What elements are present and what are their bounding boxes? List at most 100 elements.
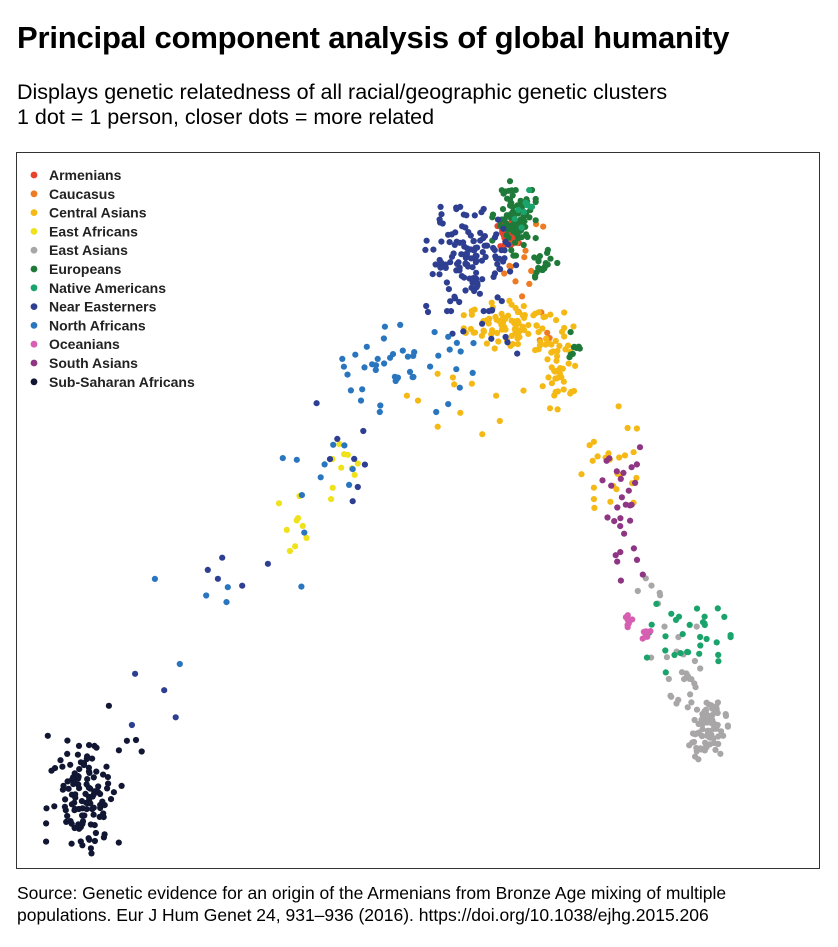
legend-marker-south-asians [30,359,38,367]
point-europeans [547,255,554,262]
point-east-asians [691,716,698,724]
point-europeans [532,274,539,281]
point-north-africans [453,366,460,373]
point-europeans [532,198,539,206]
point-europeans [520,213,527,220]
point-east-asians [648,582,655,589]
point-europeans [526,214,533,221]
point-central-asians [479,431,486,438]
point-near-easterners [501,247,508,254]
point-europeans [508,187,515,194]
point-east-asians [693,706,701,713]
point-near-easterners [128,721,135,729]
point-near-easterners [481,242,488,249]
point-north-africans [321,461,328,468]
pca-scatter-plot: Armenians Caucasus Central Asians East Afri… [30,167,734,857]
point-central-asians [552,337,559,344]
point-central-asians [561,309,568,316]
point-north-africans [341,442,348,449]
point-near-easterners [445,286,452,293]
point-central-asians [525,322,532,329]
point-europeans [512,252,520,259]
point-central-asians [468,311,475,318]
point-near-easterners [477,229,484,236]
point-east-asians [715,740,722,748]
point-central-asians [554,406,561,413]
point-central-asians [520,303,527,310]
point-europeans [503,212,510,219]
point-central-asians [548,364,555,371]
point-near-easterners [161,687,168,694]
point-near-easterners [436,271,443,278]
point-europeans [567,329,574,336]
point-north-africans [427,363,434,370]
point-native-americans [693,605,701,612]
point-near-easterners [469,279,476,286]
legend-marker-armenians [30,171,38,179]
chart-title: Principal component analysis of global h… [17,20,730,55]
point-caucasus [544,329,551,336]
point-sub-saharan-africans [79,842,86,849]
point-central-asians [508,301,515,308]
point-near-easterners [480,308,487,315]
point-east-asians [665,675,672,683]
point-north-africans [224,584,231,591]
point-near-easterners [132,670,139,677]
point-europeans [506,222,514,230]
point-central-asians [525,330,532,337]
series-europeans [489,178,583,361]
point-europeans [535,258,542,265]
point-central-asians [449,374,456,381]
point-central-asians [514,335,521,342]
point-near-easterners [502,238,509,245]
point-sub-saharan-africans [138,748,145,755]
point-near-easterners [456,264,463,271]
point-central-asians [546,405,554,412]
point-sub-saharan-africans [86,742,93,749]
point-near-easterners [432,261,439,268]
point-south-asians [633,461,641,468]
point-central-asians [607,498,614,505]
point-sub-saharan-africans [118,782,125,790]
point-north-africans [203,592,210,599]
point-central-asians [493,392,500,399]
point-sub-saharan-africans [84,753,91,760]
point-south-asians [620,469,627,476]
point-central-asians [633,474,640,482]
legend-marker-near-easterners [30,303,38,310]
point-europeans [489,211,497,218]
legend-label-native-americans: Native Americans [49,280,166,296]
series-central-asians [403,297,641,511]
series-oceanians [622,612,654,642]
point-sub-saharan-africans [65,785,72,792]
point-central-asians [434,370,441,377]
point-central-asians [539,383,546,390]
point-north-africans [389,351,397,358]
point-near-easterners [437,264,444,271]
point-near-easterners [472,244,479,251]
point-south-asians [606,455,613,462]
point-europeans [499,206,507,213]
point-central-asians [594,453,601,460]
point-north-africans [409,374,416,381]
point-sub-saharan-africans [60,782,67,789]
point-east-asians [684,704,691,711]
point-east-asians [689,739,696,746]
point-near-easterners [488,335,495,342]
point-sub-saharan-africans [87,821,94,828]
point-near-easterners [500,225,507,232]
point-sub-saharan-africans [67,761,74,768]
point-south-asians [608,482,615,489]
point-sub-saharan-africans [51,803,58,810]
point-south-asians [632,479,639,486]
point-near-easterners [429,271,436,278]
point-east-asians [667,692,674,699]
point-sub-saharan-africans [79,805,86,812]
point-central-asians [468,380,475,387]
point-near-easterners [502,333,509,341]
legend: Armenians Caucasus Central Asians East Afri… [30,167,195,390]
point-central-asians [556,370,564,377]
point-native-americans [714,605,721,612]
point-near-easterners [463,212,470,219]
point-central-asians [556,342,563,349]
